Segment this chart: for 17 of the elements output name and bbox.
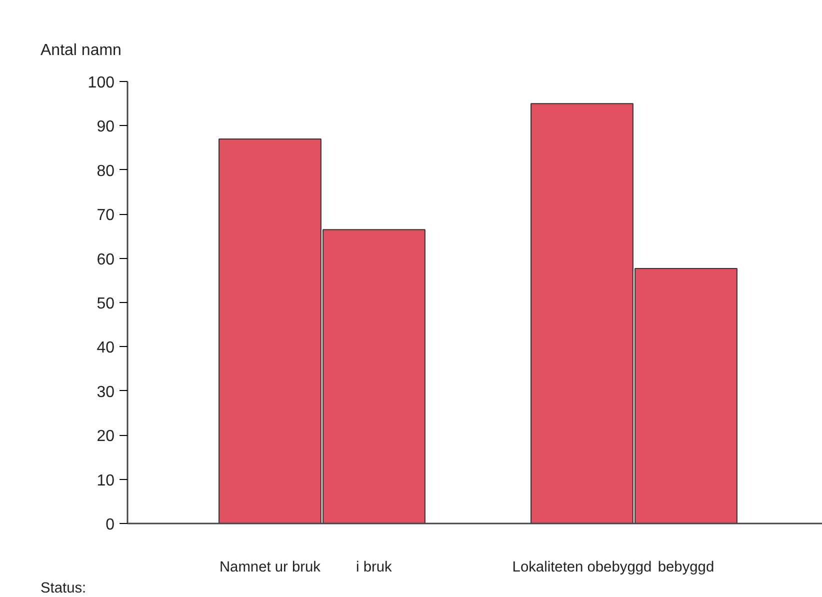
y-tick-label: 50 bbox=[96, 296, 115, 312]
x-axis-title: Status: bbox=[40, 580, 86, 596]
y-tick-label: 80 bbox=[96, 162, 115, 180]
x-tick-label: Namnet ur bruk bbox=[219, 560, 322, 576]
y-tick-label: 10 bbox=[96, 472, 115, 490]
y-tick-label: 30 bbox=[96, 384, 115, 401]
y-tick-label: 20 bbox=[96, 428, 115, 446]
x-tick-label: Lokaliteten obebyggd bbox=[512, 560, 652, 576]
x-tick-label: bebyggd bbox=[658, 560, 714, 576]
y-tick-label: 90 bbox=[96, 118, 115, 136]
x-tick-label: i bruk bbox=[356, 560, 393, 576]
y-tick-label: 70 bbox=[96, 207, 115, 224]
y-tick-label: 0 bbox=[106, 516, 115, 534]
y-tick-label: 60 bbox=[96, 251, 115, 268]
y-tick-label: 100 bbox=[88, 74, 115, 92]
y-axis-title: Antal namn bbox=[40, 42, 122, 59]
y-tick-label: 40 bbox=[96, 340, 115, 357]
